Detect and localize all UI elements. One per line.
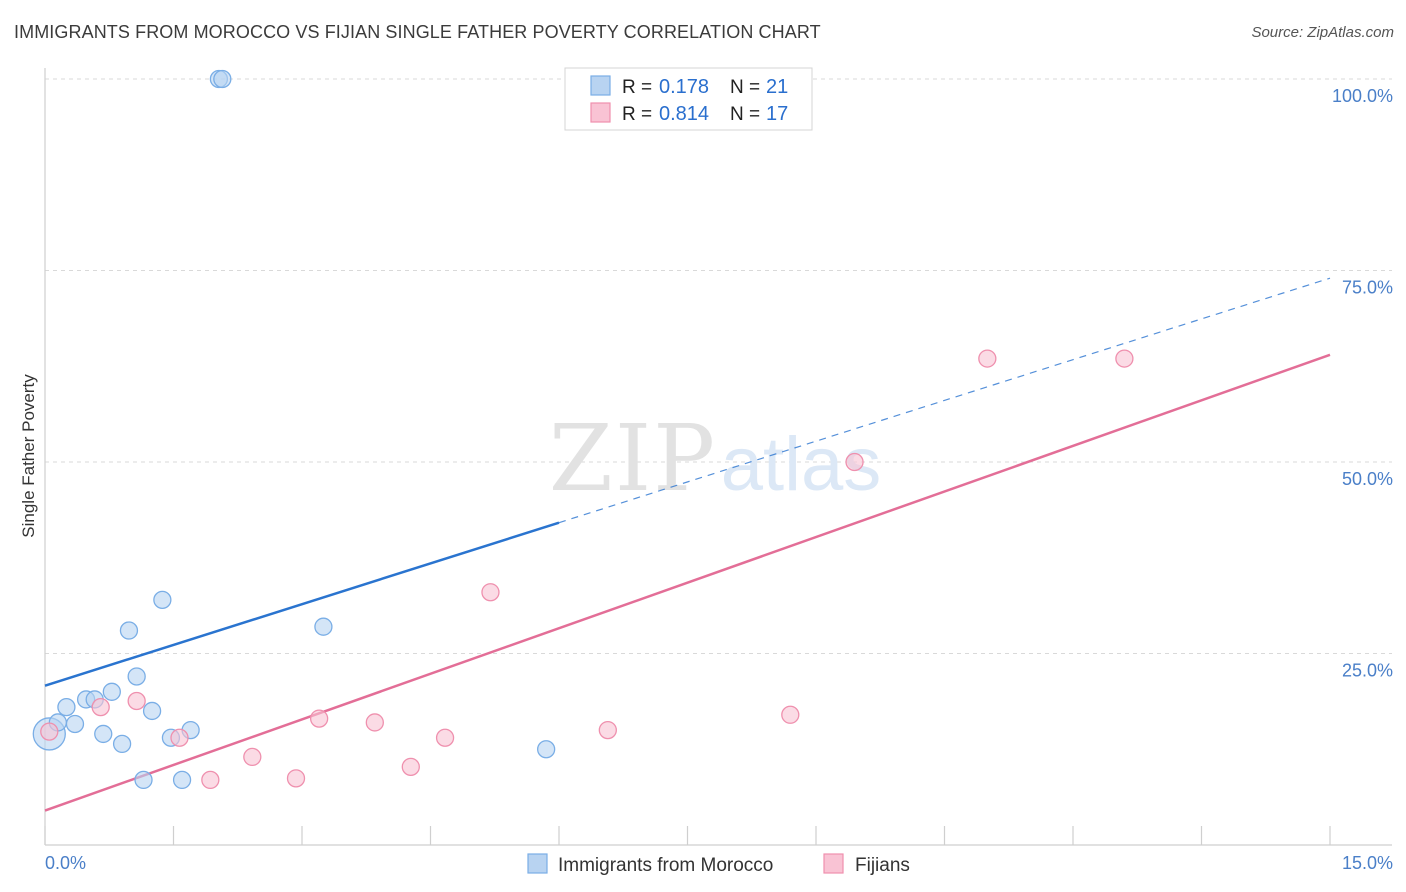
point-pink-3: [170, 728, 189, 747]
point-blue-10: [127, 667, 146, 686]
watermark-zip: ZIP: [549, 405, 717, 512]
point-pink-7: [309, 709, 329, 728]
point-blue-3: [65, 714, 85, 734]
point-pink-9: [401, 757, 420, 777]
point-blue-19: [314, 617, 333, 636]
trend-lines: [44, 277, 1331, 812]
stats-n-value-pink: 17: [766, 103, 788, 125]
point-pink-10: [435, 728, 455, 747]
y-tick-label-100: 100.0%: [1332, 86, 1393, 106]
stats-n-value-blue: 21: [766, 76, 788, 98]
point-pink-11: [481, 583, 500, 602]
legend-label-fijians: Fijians: [855, 855, 910, 876]
stats-legend-swatch-blue: [590, 75, 611, 96]
point-pink-12: [598, 720, 617, 740]
x-tick-label-0: 0.0%: [45, 853, 86, 873]
series-legend: Immigrants from Morocco Fijians: [527, 853, 910, 876]
x-tick-label-15: 15.0%: [1342, 853, 1393, 873]
chart-title: IMMIGRANTS FROM MOROCCO VS FIJIAN SINGLE…: [14, 22, 821, 42]
stats-n-label-blue: N =: [730, 77, 760, 98]
point-blue-6: [94, 724, 113, 744]
stats-n-label-pink: N =: [730, 104, 760, 125]
point-pink-15: [978, 349, 997, 368]
point-pink-6: [286, 769, 306, 788]
point-pink-13: [781, 705, 800, 724]
point-blue-13: [153, 590, 172, 610]
axes: [44, 68, 1392, 846]
point-blue-7: [102, 682, 121, 701]
point-blue-8: [112, 734, 132, 754]
legend-label-morocco: Immigrants from Morocco: [558, 855, 773, 876]
grid-lines: [45, 78, 1392, 654]
source-credit: Source: ZipAtlas.com: [1251, 24, 1394, 41]
point-blue-20: [537, 740, 556, 759]
point-blue-18: [213, 69, 232, 89]
point-pink-4: [201, 770, 220, 790]
point-pink-2: [127, 691, 146, 711]
tick-labels: 25.0% 50.0% 75.0% 100.0% 0.0% 15.0%: [45, 86, 1393, 873]
stats-r-label-blue: R =: [622, 77, 652, 98]
point-pink-5: [243, 747, 262, 767]
point-blue-2: [57, 697, 76, 717]
trend-line-fijians: [44, 353, 1331, 812]
trend-line-morocco-extension: [558, 277, 1331, 524]
data-points: [32, 69, 1134, 790]
point-blue-15: [172, 770, 192, 790]
stats-r-value-pink: 0.814: [659, 103, 709, 125]
point-pink-14: [845, 452, 864, 472]
point-pink-1: [91, 697, 110, 717]
point-pink-0: [40, 722, 59, 741]
y-tick-label-50: 50.0%: [1342, 469, 1393, 489]
stats-legend-swatch-pink: [590, 102, 611, 123]
stats-legend: R = 0.178 N = 21 R = 0.814 N = 17: [564, 67, 813, 131]
trend-line-morocco: [44, 521, 560, 687]
point-pink-8: [365, 713, 384, 732]
point-blue-9: [119, 621, 139, 640]
y-tick-label-25: 25.0%: [1342, 661, 1393, 681]
legend-swatch-fijians: [823, 853, 844, 874]
y-tick-label-75: 75.0%: [1342, 278, 1393, 298]
stats-r-value-blue: 0.178: [659, 76, 709, 98]
legend-swatch-morocco: [527, 853, 548, 874]
watermark: ZIP atlas: [549, 405, 881, 512]
point-blue-11: [134, 770, 153, 790]
stats-r-label-pink: R =: [622, 104, 652, 125]
point-blue-12: [142, 701, 162, 721]
y-axis-label: Single Father Poverty: [19, 374, 38, 538]
point-pink-16: [1115, 349, 1134, 368]
